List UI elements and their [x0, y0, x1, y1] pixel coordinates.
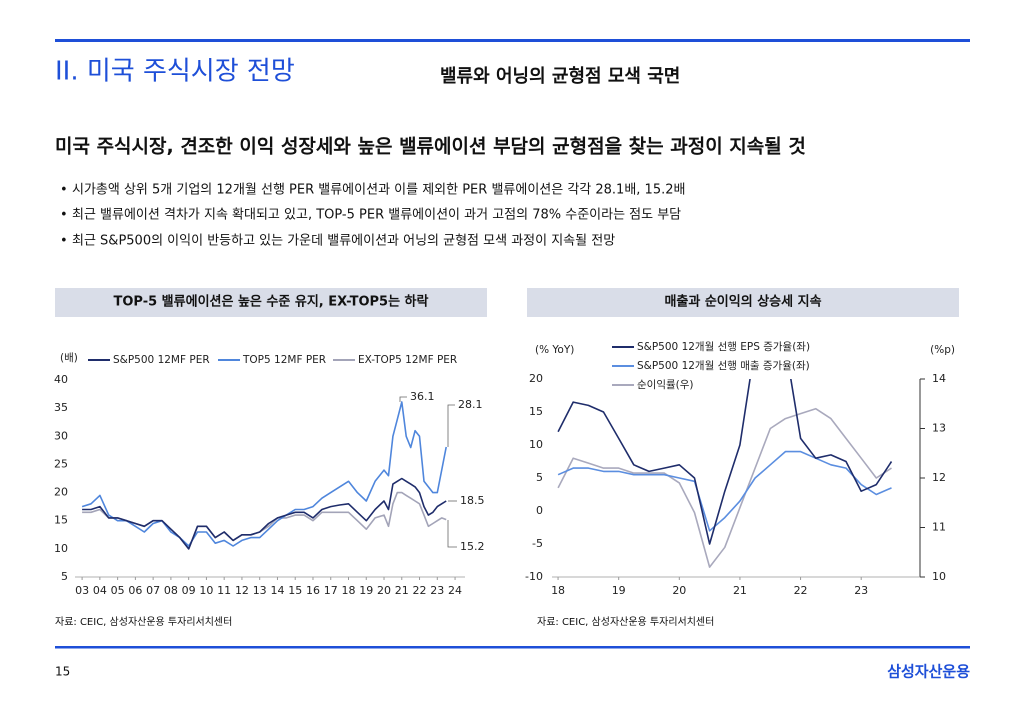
y-tick-label: 5 — [61, 570, 68, 583]
y-tick-label: 20 — [529, 372, 543, 385]
annotation: 18.5 — [460, 494, 485, 507]
x-tick-label: 14 — [270, 584, 284, 597]
x-tick-label: 20 — [672, 584, 686, 597]
brand: 삼성자산운용 — [887, 663, 970, 681]
y-tick-label: 0 — [536, 504, 543, 517]
panel-title-box — [55, 288, 487, 317]
y2-tick-label: 10 — [932, 570, 946, 583]
y-tick-label: 10 — [54, 542, 68, 555]
y-tick-label: 20 — [54, 486, 68, 499]
y2-tick-label: 11 — [932, 521, 946, 534]
y-tick-label: -10 — [525, 570, 543, 583]
x-tick-label: 19 — [612, 584, 626, 597]
y2-tick-label: 12 — [932, 471, 946, 484]
series-line — [557, 379, 893, 545]
x-tick-label: 08 — [164, 584, 178, 597]
y-axis-unit: (% YoY) — [535, 344, 574, 356]
legend-label: S&P500 12MF PER — [113, 354, 210, 366]
x-tick-label: 17 — [324, 584, 338, 597]
panel-title-box — [527, 288, 959, 317]
source: 자료: CEIC, 삼성자산운용 투자리서치센터 — [55, 616, 232, 628]
annotation: 28.1 — [458, 398, 483, 411]
annotation-leader — [447, 520, 457, 548]
series-line — [82, 491, 447, 550]
x-tick-label: 19 — [359, 584, 373, 597]
y-tick-label: 30 — [54, 429, 68, 442]
x-tick-label: 18 — [551, 584, 565, 597]
y2-tick-label: 14 — [932, 372, 946, 385]
x-tick-label: 05 — [111, 584, 125, 597]
legend-label: EX-TOP5 12MF PER — [358, 354, 457, 366]
x-tick-label: 24 — [448, 584, 462, 597]
bullet-dot: • — [60, 208, 68, 223]
bottom-rule — [55, 646, 970, 649]
x-tick-label: 22 — [413, 584, 427, 597]
y-tick-label: 10 — [529, 438, 543, 451]
source: 자료: CEIC, 삼성자산운용 투자리서치센터 — [537, 616, 714, 628]
x-tick-label: 06 — [128, 584, 142, 597]
x-tick-label: 20 — [377, 584, 391, 597]
legend-label: TOP5 12MF PER — [242, 354, 326, 366]
x-tick-label: 18 — [341, 584, 355, 597]
top-rule — [55, 39, 970, 42]
annotation-leader — [447, 404, 455, 447]
legend-label: S&P500 12개월 선행 EPS 증가율(좌) — [637, 341, 810, 353]
y2-axis-unit: (%p) — [930, 344, 955, 356]
headline: 미국 주식시장, 견조한 이익 성장세와 높은 밸류에이션 부담의 균형점을 찾… — [55, 136, 806, 158]
x-tick-label: 23 — [430, 584, 444, 597]
x-tick-label: 21 — [733, 584, 747, 597]
y-tick-label: 15 — [54, 514, 68, 527]
y-tick-label: 5 — [536, 471, 543, 484]
y-tick-label: 35 — [54, 401, 68, 414]
series-line — [557, 450, 892, 532]
chart-title: TOP-5 밸류에이션은 높은 수준 유지, EX-TOP5는 하락 — [114, 294, 429, 310]
annotation-leader — [399, 396, 407, 402]
series-line — [82, 477, 447, 550]
y-tick-label: 40 — [54, 373, 68, 386]
annotation: 36.1 — [410, 390, 435, 403]
bullet-dot: • — [60, 234, 68, 249]
series-line — [81, 401, 447, 547]
legend-label: 순이익률(우) — [637, 379, 694, 391]
subtitle: 밸류와 어닝의 균형점 모색 국면 — [440, 66, 680, 87]
y-tick-label: 15 — [529, 405, 543, 418]
bullet: 최근 밸류에이션 격차가 지속 확대되고 있고, TOP-5 PER 밸류에이션… — [72, 208, 681, 223]
x-tick-label: 10 — [199, 584, 213, 597]
x-tick-label: 15 — [288, 584, 302, 597]
y-axis-unit: (배) — [60, 352, 78, 364]
bullet-dot: • — [60, 183, 68, 198]
x-tick-label: 21 — [395, 584, 409, 597]
x-tick-label: 11 — [217, 584, 231, 597]
section-title: II. 미국 주식시장 전망 — [55, 57, 295, 87]
x-tick-label: 03 — [75, 584, 89, 597]
y-tick-label: -5 — [532, 537, 543, 550]
legend-label: S&P500 12개월 선행 매출 증가율(좌) — [637, 360, 810, 372]
x-tick-label: 22 — [794, 584, 808, 597]
y2-tick-label: 13 — [932, 422, 946, 435]
x-tick-label: 16 — [306, 584, 320, 597]
x-tick-label: 07 — [146, 584, 160, 597]
annotation: 15.2 — [460, 540, 485, 553]
x-tick-label: 13 — [253, 584, 267, 597]
chart-title: 매출과 순이익의 상승세 지속 — [664, 294, 821, 310]
x-tick-label: 12 — [235, 584, 249, 597]
x-tick-label: 23 — [854, 584, 868, 597]
page-number: 15 — [55, 665, 70, 679]
x-tick-label: 04 — [93, 584, 107, 597]
x-tick-label: 09 — [182, 584, 196, 597]
series-line — [557, 407, 892, 568]
bullet: 시가총액 상위 5개 기업의 12개월 선행 PER 밸류에이션과 이를 제외한… — [72, 182, 685, 198]
y-tick-label: 25 — [54, 457, 68, 470]
bullet: 최근 S&P500의 이익이 반등하고 있는 가운데 밸류에이션과 어닝의 균형… — [72, 234, 615, 249]
